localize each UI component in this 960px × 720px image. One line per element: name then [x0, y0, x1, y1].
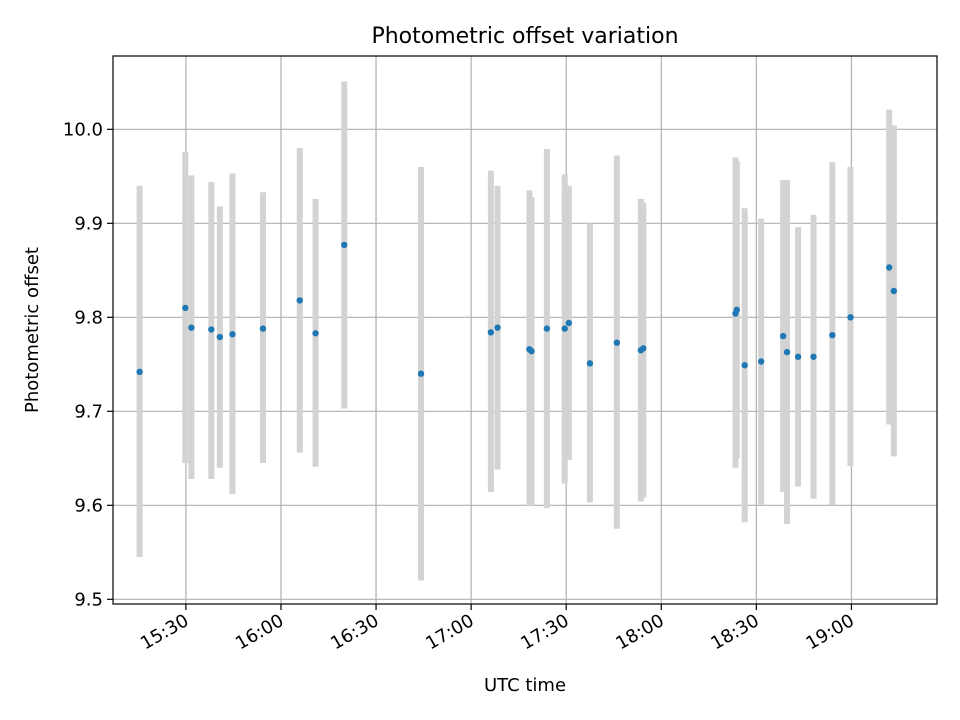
- data-point: [561, 325, 568, 332]
- data-point: [890, 287, 898, 295]
- data-point: [586, 360, 594, 367]
- data-point: [741, 362, 748, 369]
- data-point: [783, 348, 791, 356]
- data-point: [487, 329, 495, 336]
- data-point: [779, 332, 787, 340]
- data-point: [733, 306, 741, 313]
- data-point: [136, 368, 143, 376]
- chart-title: Photometric offset variation: [371, 24, 678, 49]
- data-point: [528, 347, 535, 355]
- data-point: [829, 331, 836, 339]
- data-points: [136, 241, 898, 377]
- data-point: [810, 353, 817, 360]
- y-tick-label: 10.0: [63, 119, 103, 140]
- data-point: [885, 264, 893, 271]
- data-point: [847, 314, 854, 321]
- data-point: [312, 330, 319, 337]
- data-point: [640, 345, 647, 352]
- y-tick-label: 9.8: [74, 307, 103, 328]
- data-point: [216, 333, 224, 341]
- data-point: [494, 324, 501, 331]
- data-point: [208, 326, 215, 333]
- data-point: [757, 358, 765, 365]
- y-tick-label: 9.7: [74, 401, 103, 422]
- data-point: [229, 331, 236, 338]
- x-axis-label: UTC time: [484, 675, 566, 696]
- data-point: [259, 325, 267, 332]
- data-point: [341, 241, 348, 249]
- data-point: [296, 297, 303, 304]
- y-tick-label: 9.9: [74, 213, 103, 234]
- data-point: [188, 324, 195, 331]
- y-tick-label: 9.5: [74, 589, 103, 610]
- y-tick-label: 9.6: [74, 495, 103, 516]
- data-point: [794, 353, 802, 360]
- y-axis-label: Photometric offset: [22, 247, 43, 413]
- data-point: [565, 319, 573, 327]
- plot-frame: [112, 55, 938, 605]
- y-axis: 9.5 9.6 9.7 9.8 9.9 10.0: [63, 119, 113, 610]
- data-point: [182, 304, 189, 312]
- data-point: [543, 325, 551, 332]
- data-point: [417, 370, 425, 377]
- data-point: [613, 339, 621, 346]
